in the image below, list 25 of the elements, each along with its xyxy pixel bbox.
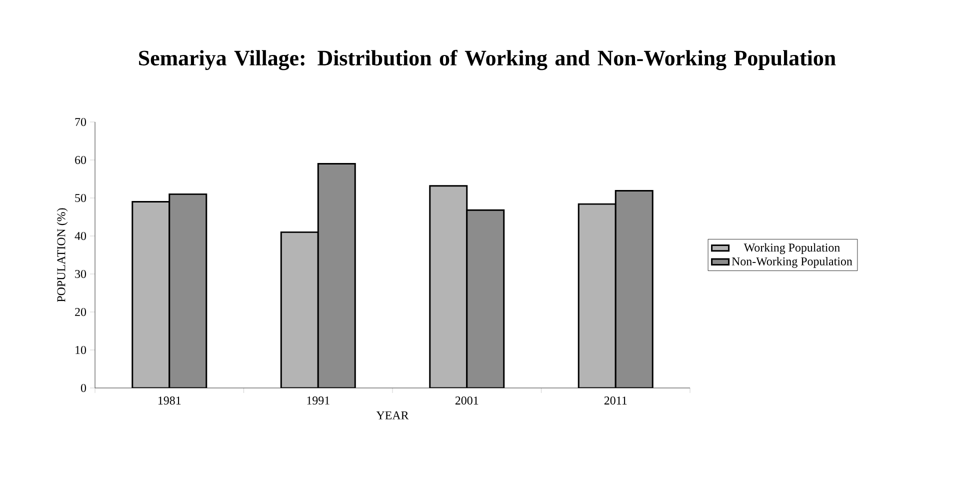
y-tick-label: 10: [76, 346, 86, 354]
legend-label: Working Population: [744, 243, 840, 254]
bar: [317, 163, 356, 388]
y-tick-label: 30: [75, 270, 86, 278]
y-tick-label: 60: [75, 156, 86, 164]
x-axis-title: YEAR: [376, 411, 409, 420]
bar: [466, 209, 505, 388]
y-tick-label: 0: [80, 384, 86, 392]
x-tick-label: 1981: [158, 396, 181, 405]
y-tick-label: 20: [75, 308, 86, 316]
bar: [614, 190, 654, 388]
chart-title: Semariya Village: Distribution of Working and Non-Working Population: [139, 50, 836, 70]
bar: [168, 193, 208, 388]
legend-label: Non-Working Population: [732, 256, 852, 268]
bar: [578, 203, 616, 388]
y-axis-title: POPULATION (%): [56, 208, 68, 302]
x-tick-label: 2011: [604, 396, 627, 405]
x-tick-label: 2001: [455, 396, 478, 405]
bar: [280, 231, 319, 388]
bar: [429, 185, 468, 388]
bar: [132, 201, 170, 388]
y-tick-label: 40: [74, 232, 86, 240]
x-tick-label: 1991: [307, 396, 330, 405]
y-tick-label: 50: [75, 194, 86, 202]
y-tick-label: 70: [75, 118, 86, 126]
